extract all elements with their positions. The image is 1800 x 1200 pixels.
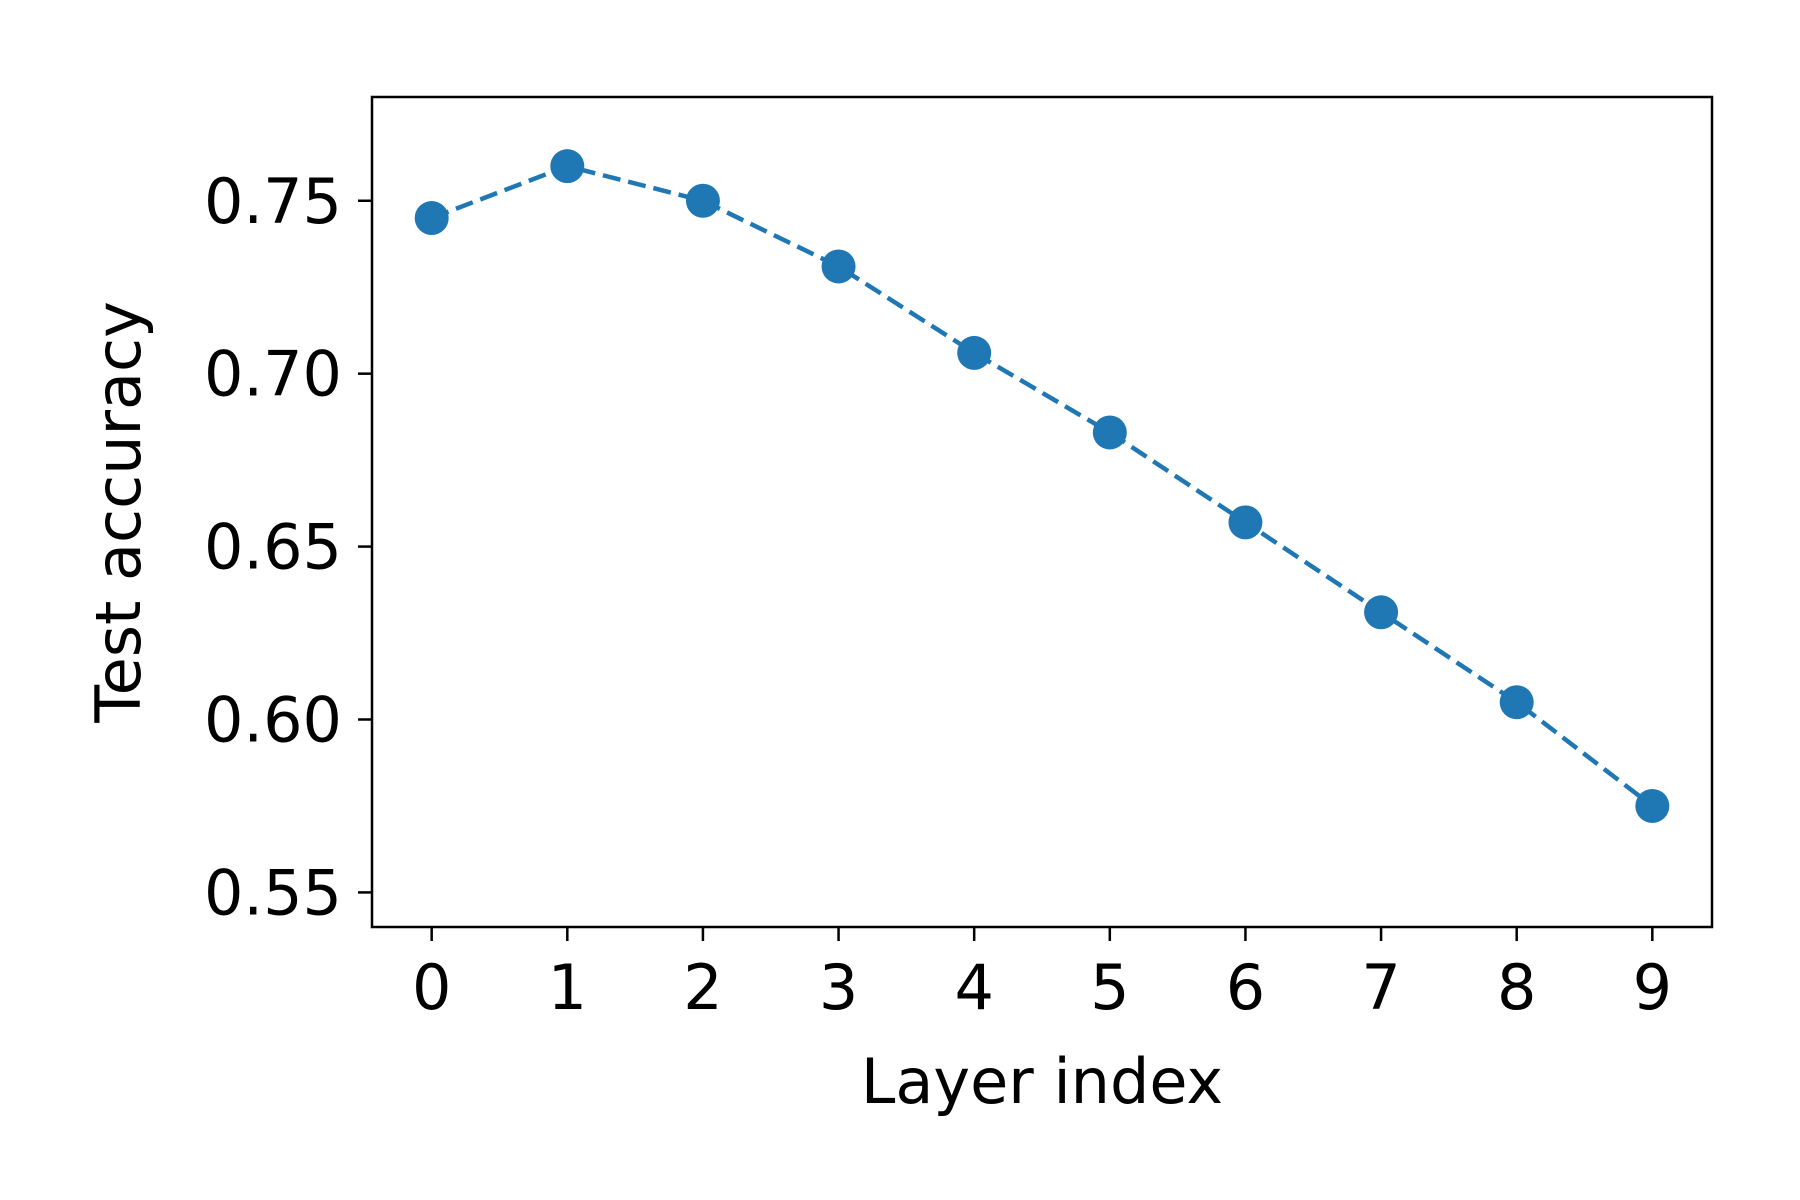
x-tick-label: 1 [548,951,587,1024]
data-point [1092,415,1127,450]
x-tick-label: 0 [412,951,451,1024]
x-axis-label: Layer index [861,1045,1223,1118]
x-tick-label: 4 [954,951,993,1024]
x-tick-label: 5 [1090,951,1129,1024]
data-point [414,201,449,236]
data-point [550,149,585,184]
x-tick-label: 6 [1226,951,1265,1024]
x-tick-label: 9 [1633,951,1672,1024]
x-axis-ticks: 0 1 2 3 4 5 6 7 8 9 [412,927,1672,1024]
data-point [1635,788,1670,823]
data-point [1228,505,1263,540]
y-tick-label: 0.55 [204,856,342,929]
y-axis-label: Test accuracy [82,301,155,724]
y-tick-label: 0.60 [204,684,342,757]
x-tick-label: 3 [819,951,858,1024]
data-point [821,249,856,284]
x-tick-label: 2 [683,951,722,1024]
data-point [685,183,720,218]
plot-frame [370,95,1714,929]
x-tick-label: 8 [1497,951,1536,1024]
plot-area: 0 1 2 3 4 5 6 7 8 9 0.55 0.60 0.65 0.70 0.75 [204,95,1714,1024]
y-tick-label: 0.65 [204,511,342,584]
y-axis-ticks: 0.55 0.60 0.65 0.70 0.75 [204,165,372,929]
data-point [957,335,992,370]
series-points [414,149,1670,823]
data-point [1499,685,1534,720]
y-tick-label: 0.75 [204,165,342,238]
data-point [1364,595,1399,630]
x-tick-label: 7 [1361,951,1400,1024]
series-line [430,163,1654,808]
y-tick-label: 0.70 [204,338,342,411]
